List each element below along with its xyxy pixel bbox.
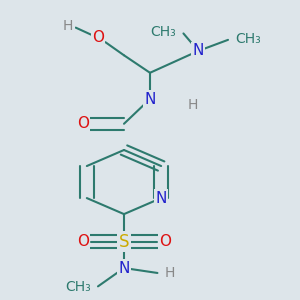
Text: CH₃: CH₃ xyxy=(65,280,91,294)
Text: O: O xyxy=(77,116,89,131)
Text: O: O xyxy=(92,30,104,45)
Text: H: H xyxy=(187,98,197,112)
Text: H: H xyxy=(165,266,175,280)
Text: CH₃: CH₃ xyxy=(236,32,261,46)
Text: S: S xyxy=(119,233,129,251)
Text: CH₃: CH₃ xyxy=(150,25,176,39)
Text: O: O xyxy=(77,234,89,249)
Text: N: N xyxy=(193,44,204,59)
Text: N: N xyxy=(155,190,167,206)
Text: O: O xyxy=(159,234,171,249)
Text: N: N xyxy=(144,92,156,106)
Text: N: N xyxy=(118,260,130,275)
Text: H: H xyxy=(63,19,74,33)
